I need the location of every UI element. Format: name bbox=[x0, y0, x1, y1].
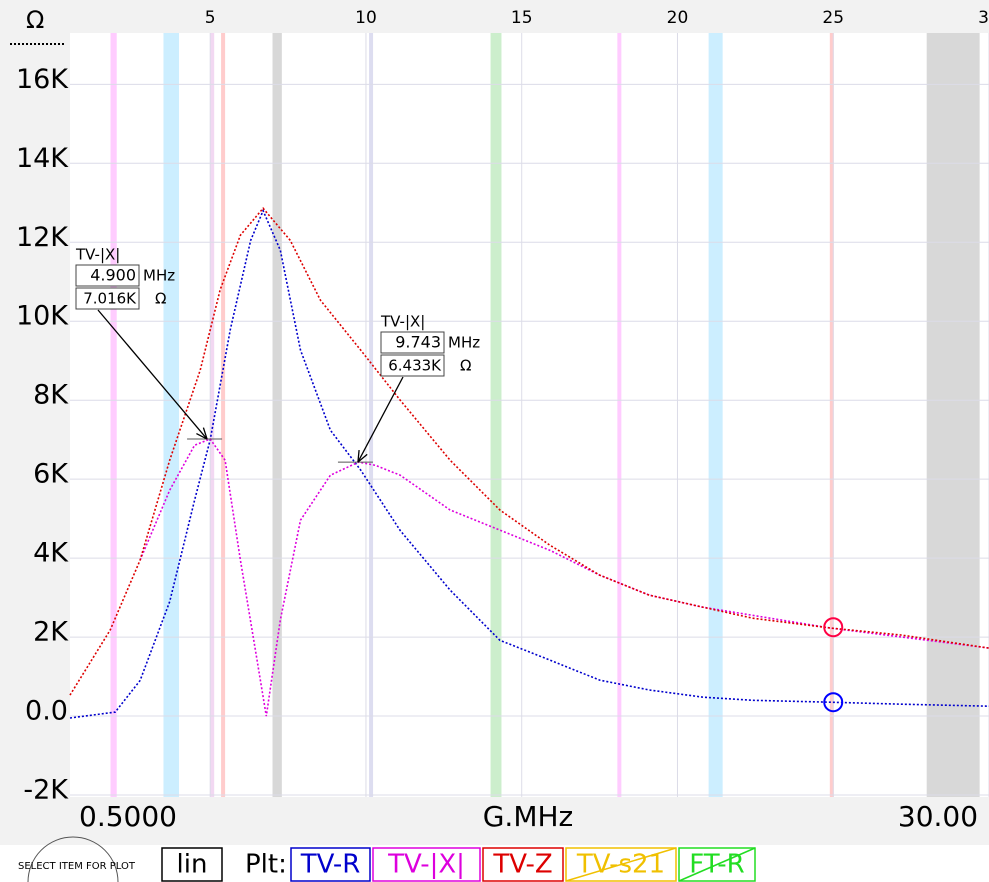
band bbox=[272, 33, 282, 797]
y-unit: Ω bbox=[26, 6, 44, 34]
plot-prefix: Plt: bbox=[245, 850, 287, 880]
annotation-x: 9.743 bbox=[395, 333, 441, 352]
hint: SELECT ITEM FOR PLOT bbox=[18, 861, 136, 872]
x-tick-label: 15 bbox=[511, 8, 533, 28]
annotation-y: 7.016K bbox=[83, 290, 137, 308]
band bbox=[829, 33, 834, 797]
annotation-y: 6.433K bbox=[388, 357, 442, 375]
x-tick-label: 30 bbox=[978, 8, 989, 28]
smith-icon bbox=[27, 836, 119, 882]
band bbox=[490, 33, 502, 797]
x-axis-label: G.MHz bbox=[483, 800, 574, 833]
y-tick-label: 8K bbox=[33, 380, 69, 411]
annotation-box bbox=[380, 354, 445, 377]
y-tick-label: 4K bbox=[33, 538, 69, 569]
annotation-box bbox=[75, 264, 140, 287]
annotation-series: TV-|X| bbox=[380, 313, 425, 331]
scale-button[interactable] bbox=[161, 847, 223, 882]
y-tick-label: 12K bbox=[16, 222, 69, 253]
legend-box[interactable] bbox=[482, 847, 564, 882]
x-tick-label: 10 bbox=[355, 8, 377, 28]
arrow-head bbox=[196, 427, 208, 440]
legend-label[interactable]: TV-|X| bbox=[387, 850, 465, 880]
legend-box[interactable] bbox=[290, 847, 371, 882]
scale-mode[interactable]: lin bbox=[177, 850, 208, 880]
band bbox=[163, 33, 180, 797]
band bbox=[369, 33, 374, 797]
annotation-box bbox=[380, 331, 445, 354]
annotation-arrow bbox=[357, 376, 404, 463]
legend-label[interactable]: TV-Z bbox=[492, 850, 552, 880]
plot-area bbox=[70, 33, 989, 797]
range-label: 30.00 bbox=[898, 800, 978, 833]
band bbox=[221, 33, 226, 797]
annotation-arrow bbox=[97, 309, 208, 440]
cursor-marker bbox=[823, 692, 844, 713]
band bbox=[926, 33, 980, 797]
legend-strike bbox=[565, 847, 677, 882]
band bbox=[617, 33, 622, 797]
series-line bbox=[69, 207, 989, 696]
x-tick-label: 25 bbox=[822, 8, 844, 28]
x-tick-label: 20 bbox=[667, 8, 689, 28]
cursor-marker bbox=[823, 617, 844, 638]
band bbox=[708, 33, 723, 797]
legend-label[interactable]: TV-R bbox=[300, 850, 361, 880]
annotation-x-unit: MHz bbox=[448, 334, 480, 352]
annotation-x: 4.900 bbox=[90, 266, 136, 285]
annotation-box bbox=[75, 287, 140, 310]
arrow-head bbox=[357, 450, 368, 463]
y-tick-label: 10K bbox=[16, 301, 69, 332]
annotation-x-unit: MHz bbox=[143, 267, 175, 285]
band bbox=[110, 33, 117, 797]
x-tick-label: 5 bbox=[205, 8, 216, 28]
y-tick-label: 16K bbox=[16, 64, 69, 95]
y-tick-label: 6K bbox=[33, 459, 69, 490]
y-tick-label: 2K bbox=[33, 617, 69, 648]
series-line bbox=[69, 208, 989, 719]
annotation-y-unit: Ω bbox=[155, 290, 166, 308]
band bbox=[210, 33, 215, 797]
legend-strike bbox=[678, 847, 756, 882]
series-line bbox=[139, 438, 989, 717]
range-label: 0.5000 bbox=[79, 800, 177, 833]
annotation-y-unit: Ω bbox=[460, 357, 471, 375]
legend-box[interactable] bbox=[372, 847, 481, 882]
y-tick-label: 14K bbox=[16, 143, 69, 174]
y-tick-label: -2K bbox=[23, 775, 69, 806]
y-tick-label: 0.0 bbox=[25, 696, 68, 727]
annotation-series: TV-|X| bbox=[75, 246, 120, 264]
